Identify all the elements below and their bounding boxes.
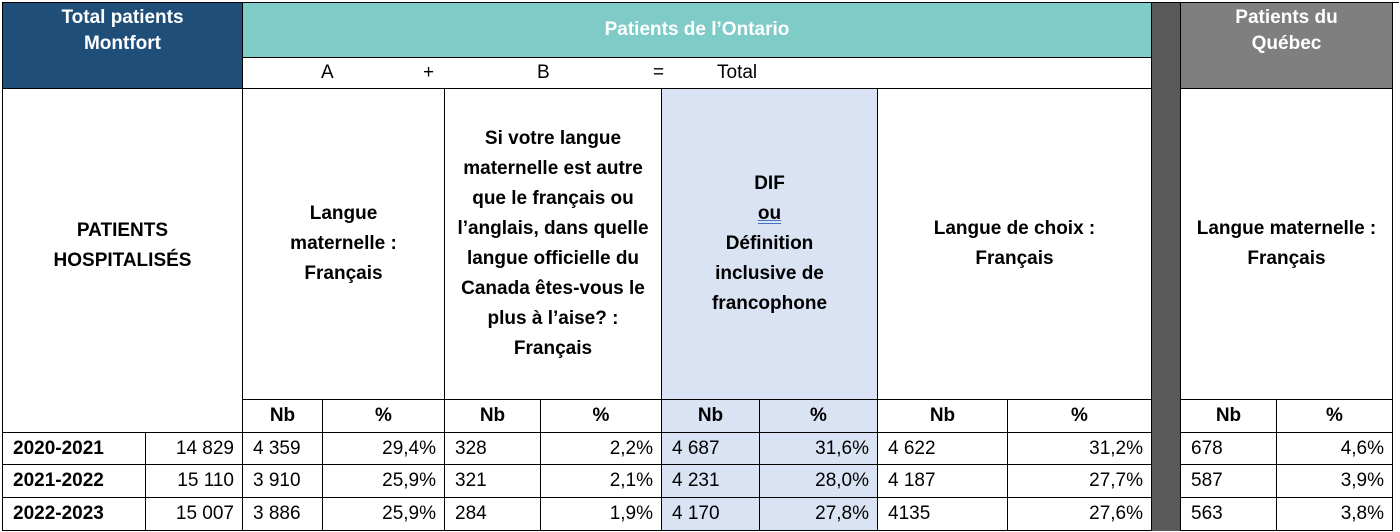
subheader-choix-pct: % [1008, 400, 1152, 433]
row-a-nb: 3 886 [243, 498, 323, 531]
row-b-pct: 1,9% [541, 498, 662, 531]
column-separator [1152, 3, 1181, 531]
row-a-pct: 25,9% [323, 498, 445, 531]
header-ontario-label: Patients de l’Ontario [604, 19, 790, 40]
category-question-b: Si votre langue maternelle est autre que… [445, 89, 662, 400]
subheader-qc-pct: % [1277, 400, 1393, 433]
row-b-nb: 328 [445, 433, 541, 465]
subheader-b-pct: % [541, 400, 662, 433]
subheader-a-nb: Nb [243, 400, 323, 433]
row-choix-pct: 27,6% [1008, 498, 1152, 531]
category-quebec-langue-label: Langue maternelle : Français [1196, 218, 1377, 269]
row-choix-pct: 31,2% [1008, 433, 1152, 465]
subheader-qc-nb: Nb [1181, 400, 1277, 433]
category-hospitalises-label: PATIENTS HOSPITALISÉS [53, 219, 192, 271]
category-langue-maternelle-label: Langue maternelle : Français [290, 203, 397, 284]
header-quebec: Patients du Québec [1181, 3, 1393, 89]
subheader-b-nb: Nb [445, 400, 541, 433]
formula-plus: + [423, 62, 435, 83]
formula-equals: = [653, 62, 665, 83]
category-question-b-label: Si votre langue maternelle est autre que… [457, 128, 649, 359]
category-hospitalises: PATIENTS HOSPITALISÉS [3, 89, 243, 433]
category-quebec-langue: Langue maternelle : Français [1181, 89, 1393, 400]
row-year: 2022-2023 [3, 498, 146, 531]
subheader-a-pct: % [323, 400, 445, 433]
row-a-nb: 3 910 [243, 465, 323, 498]
category-dif: DIF ou Définition inclusive de francopho… [662, 89, 878, 400]
category-langue-choix-label: Langue de choix : Français [933, 218, 1096, 269]
category-dif-title: DIF [754, 173, 785, 194]
row-total: 15 007 [146, 498, 243, 531]
category-dif-ou: ou [757, 203, 782, 224]
row-dif-pct: 31,6% [760, 433, 878, 465]
row-dif-nb: 4 687 [662, 433, 760, 465]
header-quebec-label: Patients du Québec [1235, 6, 1338, 54]
header-ontario: Patients de l’Ontario [243, 3, 1152, 58]
subheader-choix-nb: Nb [878, 400, 1008, 433]
formula-b: B [537, 62, 550, 83]
row-a-pct: 29,4% [323, 433, 445, 465]
row-qc-nb: 563 [1181, 498, 1277, 531]
header-total-montfort: Total patients Montfort [3, 3, 243, 89]
row-total: 15 110 [146, 465, 243, 498]
row-year: 2020-2021 [3, 433, 146, 465]
category-dif-definition: Définition inclusive de francophone [711, 233, 828, 314]
subheader-dif-nb: Nb [662, 400, 760, 433]
row-qc-nb: 678 [1181, 433, 1277, 465]
row-dif-pct: 28,0% [760, 465, 878, 498]
row-a-nb: 4 359 [243, 433, 323, 465]
row-b-nb: 321 [445, 465, 541, 498]
formula-a: A [321, 62, 334, 83]
row-b-pct: 2,2% [541, 433, 662, 465]
row-total: 14 829 [146, 433, 243, 465]
row-year: 2021-2022 [3, 465, 146, 498]
category-langue-maternelle: Langue maternelle : Français [243, 89, 445, 400]
row-b-nb: 284 [445, 498, 541, 531]
row-choix-pct: 27,7% [1008, 465, 1152, 498]
row-qc-pct: 3,8% [1277, 498, 1393, 531]
category-langue-choix: Langue de choix : Français [878, 89, 1152, 400]
row-dif-nb: 4 170 [662, 498, 760, 531]
row-choix-nb: 4 622 [878, 433, 1008, 465]
row-choix-nb: 4 187 [878, 465, 1008, 498]
row-dif-nb: 4 231 [662, 465, 760, 498]
formula-row: A + B = Total [243, 58, 1152, 89]
row-qc-pct: 3,9% [1277, 465, 1393, 498]
row-qc-nb: 587 [1181, 465, 1277, 498]
row-dif-pct: 27,8% [760, 498, 878, 531]
row-a-pct: 25,9% [323, 465, 445, 498]
row-b-pct: 2,1% [541, 465, 662, 498]
formula-total: Total [717, 62, 758, 83]
row-choix-nb: 4135 [878, 498, 1008, 531]
row-qc-pct: 4,6% [1277, 433, 1393, 465]
subheader-dif-pct: % [760, 400, 878, 433]
header-total-montfort-label: Total patients Montfort [61, 6, 184, 54]
